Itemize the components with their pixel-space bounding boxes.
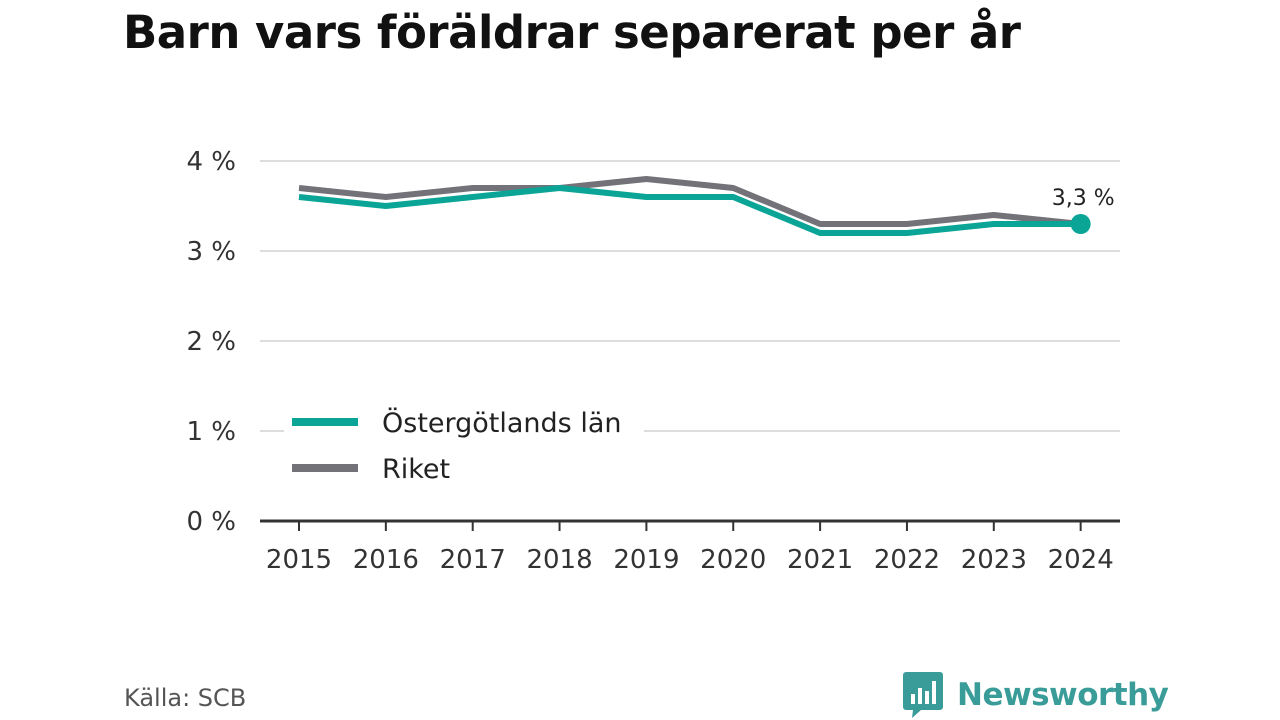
x-tick-label: 2020 [700,545,766,575]
bar-chart-bubble-icon [903,672,943,718]
y-tick-label: 1 % [186,417,236,447]
x-tick-label: 2015 [266,545,332,575]
y-tick-label: 0 % [186,507,236,537]
x-tick-label: 2022 [874,545,940,575]
source-note: Källa: SCB [124,684,247,712]
x-tick-label: 2023 [961,545,1027,575]
y-tick-label: 4 % [186,147,236,177]
end-value-label: 3,3 % [1052,186,1115,211]
x-tick-label: 2018 [526,545,592,575]
series-line-2 [298,176,1081,227]
chart-title: Barn vars föräldrar separerat per år [123,6,1021,59]
x-tick-label: 2016 [353,545,419,575]
brand-name: Newsworthy [957,677,1169,713]
y-tick-label: 3 % [186,237,236,267]
brand-logo: Newsworthy [903,672,1169,718]
series-line-1 [298,185,1081,236]
legend-label: Riket [382,454,450,485]
legend-label: Östergötlands län [382,407,622,439]
series-end-point [1070,214,1091,234]
y-tick-label: 2 % [186,327,236,357]
x-tick-label: 2024 [1048,545,1114,575]
x-tick-label: 2021 [787,545,853,575]
x-tick-label: 2017 [440,545,506,575]
x-tick-label: 2019 [613,545,679,575]
